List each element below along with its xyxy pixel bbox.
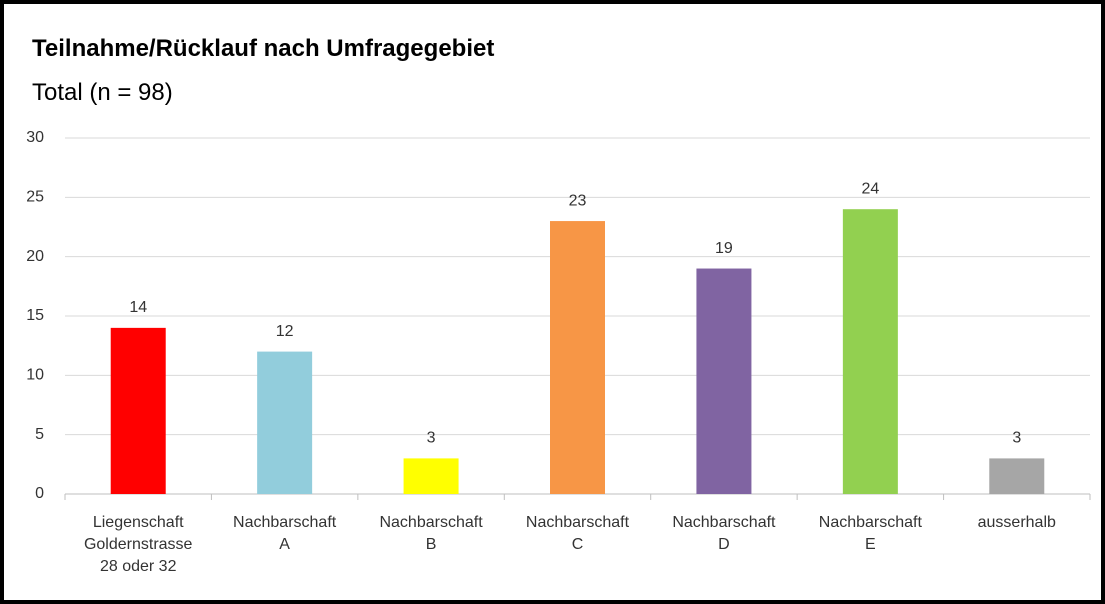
data-label: 12	[276, 323, 294, 340]
bar	[842, 209, 898, 494]
data-label: 3	[427, 430, 436, 447]
bar	[989, 458, 1045, 494]
chart-title: Teilnahme/Rücklauf nach Umfragegebiet	[32, 35, 494, 62]
y-tick-label: 5	[35, 426, 44, 443]
y-tick-label: 25	[26, 189, 44, 206]
bar	[550, 221, 605, 495]
x-tick-label: Nachbarschaft C	[525, 514, 630, 553]
chart-subtitle: Total (n = 98)	[32, 79, 173, 106]
data-label: 3	[1012, 430, 1021, 447]
x-tick-label: Nachbarschaft D	[672, 514, 776, 553]
bar	[110, 327, 166, 494]
x-tick-label: Nachbarschaft A	[233, 514, 337, 553]
bar	[257, 351, 313, 494]
x-tick-label: Nachbarschaft B	[379, 514, 483, 553]
data-label: 14	[129, 299, 147, 316]
bar	[403, 458, 459, 494]
x-tick-label: ausserhalb	[977, 514, 1056, 531]
y-tick-label: 30	[26, 129, 44, 146]
data-label: 19	[715, 240, 733, 257]
x-tick-label: Liegenschaft Goldernstrasse 28 oder 32	[83, 514, 193, 575]
y-tick-label: 10	[26, 367, 44, 384]
data-label: 23	[569, 192, 587, 209]
bar	[696, 268, 752, 494]
x-tick-label: Nachbarschaft E	[818, 514, 922, 553]
y-tick-label: 20	[26, 248, 44, 265]
data-label: 24	[861, 180, 879, 197]
y-tick-label: 15	[26, 307, 44, 324]
y-tick-label: 0	[35, 485, 44, 502]
